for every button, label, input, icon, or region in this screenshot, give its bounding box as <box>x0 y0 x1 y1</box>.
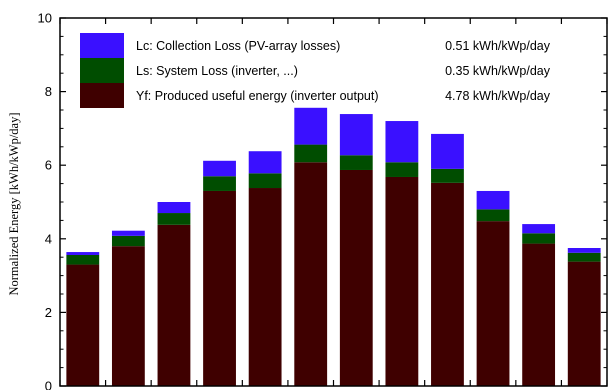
bar-yf-12 <box>568 262 601 386</box>
bar-ls-7 <box>340 155 373 170</box>
bar-yf-1 <box>66 265 99 386</box>
legend-value-ls: 0.35 kWh/kWp/day <box>445 64 551 78</box>
y-tick-label: 4 <box>45 231 52 246</box>
bar-ls-2 <box>112 236 145 246</box>
bar-ls-3 <box>158 213 191 225</box>
legend-swatch-lc <box>80 33 124 58</box>
legend-swatch-ls <box>80 58 124 83</box>
bar-yf-10 <box>477 221 510 386</box>
bar-lc-11 <box>522 224 555 233</box>
bar-ls-6 <box>294 145 327 163</box>
y-tick-label: 10 <box>38 11 52 26</box>
bar-lc-9 <box>431 134 464 169</box>
bar-lc-6 <box>294 108 327 145</box>
bar-yf-6 <box>294 162 327 386</box>
bar-lc-5 <box>249 151 282 173</box>
bar-ls-1 <box>66 255 99 265</box>
bar-yf-9 <box>431 183 464 386</box>
bar-yf-11 <box>522 244 555 386</box>
bar-lc-3 <box>158 202 191 213</box>
bar-ls-12 <box>568 253 601 262</box>
bar-ls-9 <box>431 169 464 183</box>
legend-value-yf: 4.78 kWh/kWp/day <box>445 89 551 103</box>
bar-yf-8 <box>385 177 418 386</box>
bar-ls-10 <box>477 209 510 221</box>
bar-ls-5 <box>249 173 282 188</box>
legend: Lc: Collection Loss (PV-array losses) 0.5… <box>80 33 551 108</box>
bar-yf-3 <box>158 225 191 386</box>
y-tick-label: 0 <box>45 379 52 390</box>
bar-ls-11 <box>522 233 555 243</box>
bar-lc-1 <box>66 252 99 255</box>
bar-ls-4 <box>203 176 236 191</box>
bar-yf-2 <box>112 246 145 386</box>
bar-lc-4 <box>203 161 236 176</box>
bar-lc-7 <box>340 114 373 155</box>
legend-value-lc: 0.51 kWh/kWp/day <box>445 39 551 53</box>
bar-yf-7 <box>340 170 373 386</box>
bars-layer <box>66 108 600 386</box>
legend-label-ls: Ls: System Loss (inverter, ...) <box>136 64 298 78</box>
legend-label-yf: Yf: Produced useful energy (inverter out… <box>136 89 379 103</box>
bar-yf-5 <box>249 188 282 386</box>
legend-label-lc: Lc: Collection Loss (PV-array losses) <box>136 39 340 53</box>
bar-yf-4 <box>203 191 236 386</box>
y-tick-label: 8 <box>45 84 52 99</box>
bar-lc-8 <box>385 121 418 162</box>
bar-lc-2 <box>112 231 145 236</box>
legend-swatch-yf <box>80 83 124 108</box>
y-tick-label: 2 <box>45 305 52 320</box>
bar-ls-8 <box>385 162 418 177</box>
bar-lc-10 <box>477 191 510 209</box>
y-axis-label: Normalized Energy [kWh/kWp/day] <box>7 112 21 295</box>
y-tick-label: 6 <box>45 158 52 173</box>
bar-lc-12 <box>568 248 601 253</box>
